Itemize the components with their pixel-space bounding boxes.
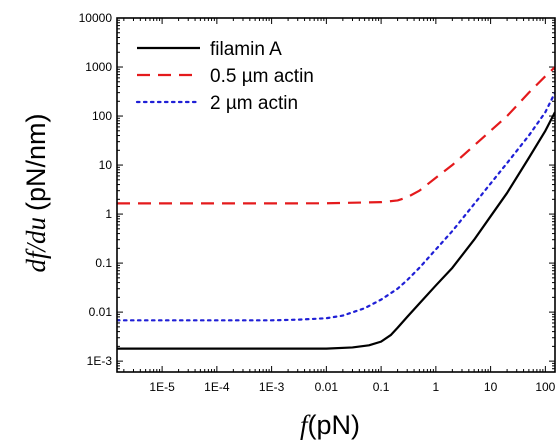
legend-label-0: filamin A [210,39,282,60]
legend-label-2: 2 µm actin [210,93,298,114]
series-line-2 [117,91,555,322]
y-tick-label: 1000 [85,60,112,74]
y-tick-label: 1 [105,207,112,221]
x-tick-label: 1E-5 [149,380,175,394]
x-axis-title: f(pN) [300,410,360,440]
x-axis-unit: (pN) [308,410,361,440]
y-tick-label: 10 [99,158,113,172]
series-line-1 [117,66,555,205]
y-axis-unit: (pN/nm) [21,113,51,211]
x-tick-label: 1 [433,380,440,394]
y-tick-label: 0.01 [89,305,113,319]
x-tick-label: 0.01 [315,380,339,394]
legend: filamin A 0.5 µm actin 2 µm actin [135,39,314,114]
legend-label-1: 0.5 µm actin [210,66,314,87]
x-tick-label: 1E-3 [259,380,285,394]
y-tick-label: 100 [92,109,112,123]
x-axis-symbol: f [300,410,311,440]
y-tick-label: 10000 [79,11,113,25]
y-tick-label: 0.1 [95,256,112,270]
y-axis-symbol: df/du [21,217,51,273]
x-tick-label: 1E-4 [204,380,230,394]
plot-frame [116,17,556,373]
x-tick-label: 10 [484,380,498,394]
y-tick-label: 1E-3 [87,354,113,368]
series-layer [117,66,555,350]
x-tick-label: 0.1 [373,380,390,394]
x-tick-label: 100 [535,380,555,394]
series-line-0 [117,111,555,350]
y-axis-title: df/du (pN/nm) [21,113,51,272]
